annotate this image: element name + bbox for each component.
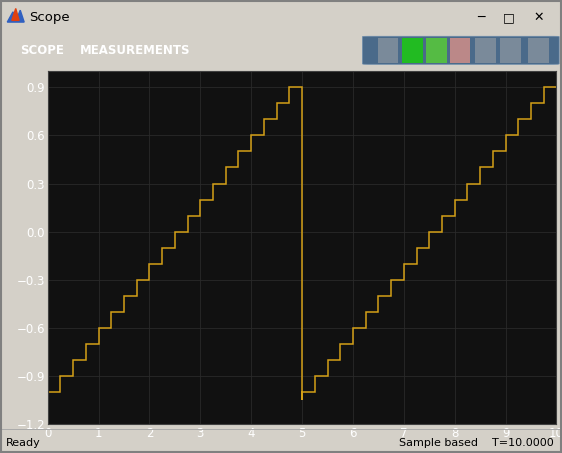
Text: SCOPE: SCOPE bbox=[20, 44, 64, 57]
Bar bbox=[378, 38, 398, 63]
Text: ─: ─ bbox=[477, 11, 484, 24]
Text: Ready: Ready bbox=[6, 438, 40, 448]
FancyBboxPatch shape bbox=[362, 36, 559, 64]
Bar bbox=[475, 38, 496, 63]
Bar bbox=[426, 38, 447, 63]
Text: Sample based    T=10.0000: Sample based T=10.0000 bbox=[399, 438, 554, 448]
Polygon shape bbox=[12, 9, 19, 20]
Text: ✕: ✕ bbox=[533, 11, 543, 24]
Polygon shape bbox=[7, 10, 24, 22]
Bar bbox=[500, 38, 521, 63]
Bar bbox=[402, 38, 423, 63]
Bar bbox=[450, 38, 470, 63]
Text: MEASUREMENTS: MEASUREMENTS bbox=[80, 44, 190, 57]
Bar bbox=[528, 38, 549, 63]
Text: □: □ bbox=[503, 11, 514, 24]
Text: Scope: Scope bbox=[29, 11, 70, 24]
